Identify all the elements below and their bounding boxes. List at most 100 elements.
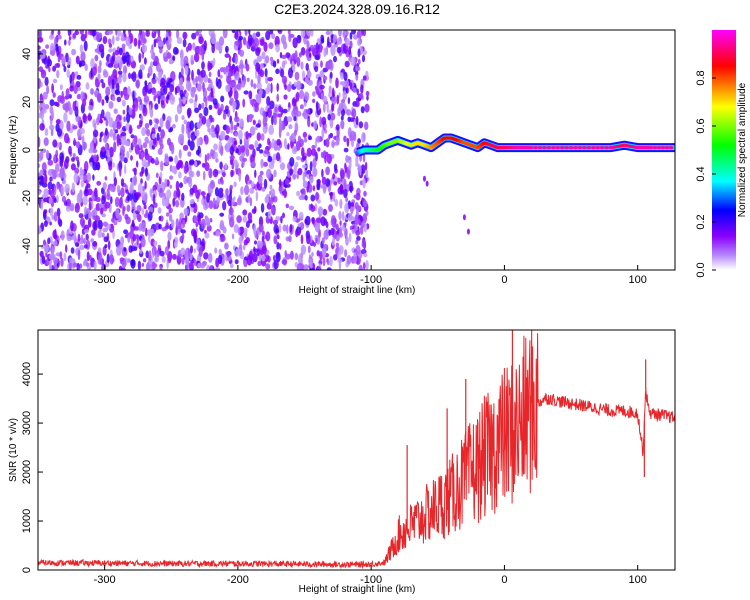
noise-speckle	[104, 142, 108, 152]
noise-speckle	[145, 30, 150, 37]
snr-y-ticks: 0 1000 2000 3000 4000	[21, 362, 43, 573]
noise-speckle	[132, 233, 137, 242]
noise-speckle	[115, 55, 122, 64]
noise-speckle	[179, 97, 182, 108]
noise-speckle	[133, 175, 137, 186]
noise-speckle	[316, 179, 321, 184]
noise-speckle	[105, 95, 109, 104]
noise-speckle	[63, 65, 67, 73]
noise-speckle	[204, 134, 209, 145]
noise-speckle	[257, 260, 262, 267]
signal-peak	[564, 146, 570, 150]
noise-speckle	[176, 162, 181, 170]
noise-speckle	[91, 229, 96, 236]
noise-speckle	[340, 72, 344, 80]
noise-speckle	[120, 132, 127, 137]
x-tick-label: -300	[94, 574, 116, 586]
noise-speckle	[256, 132, 261, 141]
noise-speckle	[282, 224, 287, 232]
noise-speckle	[77, 159, 80, 168]
noise-speckle	[148, 250, 152, 262]
noise-speckle	[193, 248, 196, 254]
noise-speckle	[222, 200, 227, 211]
noise-speckle	[309, 108, 313, 114]
noise-speckle	[61, 195, 67, 203]
noise-speckle	[73, 138, 76, 147]
noise-speckle	[148, 206, 154, 213]
signal-stray	[425, 180, 429, 187]
noise-speckle	[88, 104, 94, 111]
noise-speckle	[169, 126, 174, 132]
noise-speckle	[60, 257, 64, 267]
noise-speckle	[194, 129, 200, 137]
noise-speckle	[144, 80, 148, 86]
noise-speckle	[272, 255, 276, 261]
noise-speckle	[363, 213, 367, 222]
spectrogram-y-ticks: -40 -20 0 20 40	[21, 48, 43, 254]
noise-speckle	[142, 185, 146, 192]
noise-speckle	[353, 194, 358, 199]
noise-speckle	[265, 75, 269, 84]
noise-speckle	[358, 264, 363, 270]
noise-speckle	[126, 258, 131, 263]
noise-speckle	[138, 242, 142, 250]
noise-speckle	[197, 262, 201, 268]
noise-speckle	[74, 167, 80, 175]
noise-speckle	[273, 259, 279, 270]
noise-speckle	[82, 195, 88, 206]
y-tick-label: 3000	[21, 411, 33, 435]
noise-speckle	[194, 160, 198, 167]
noise-speckle	[57, 215, 61, 226]
signal-peak	[550, 146, 556, 150]
noise-speckle	[323, 76, 328, 81]
noise-speckle	[311, 47, 317, 57]
noise-speckle	[59, 84, 63, 91]
noise-speckle	[317, 206, 324, 216]
noise-speckle	[283, 188, 287, 199]
noise-speckle	[120, 135, 127, 146]
noise-speckle	[159, 250, 165, 257]
noise-speckle	[300, 30, 306, 38]
noise-speckle	[189, 187, 195, 195]
noise-speckle	[259, 240, 263, 249]
x-tick-label: -100	[360, 574, 382, 586]
noise-speckle	[168, 156, 173, 162]
noise-speckle	[99, 113, 103, 125]
noise-speckle	[134, 144, 140, 155]
noise-speckle	[286, 224, 289, 234]
noise-speckle	[281, 54, 287, 60]
noise-speckle	[155, 156, 159, 164]
noise-speckle	[66, 120, 71, 132]
noise-speckle	[182, 38, 187, 48]
noise-speckle	[167, 137, 171, 146]
noise-speckle	[40, 69, 47, 79]
noise-speckle	[250, 99, 253, 106]
noise-speckle	[64, 39, 67, 46]
noise-speckle	[191, 32, 197, 40]
noise-speckle	[295, 141, 301, 151]
noise-speckle	[84, 244, 88, 249]
noise-speckle	[84, 185, 88, 194]
noise-speckle	[207, 252, 213, 263]
noise-speckle	[312, 241, 317, 247]
noise-speckle	[285, 52, 291, 59]
noise-speckle	[284, 178, 290, 186]
noise-speckle	[219, 212, 225, 217]
noise-speckle	[332, 34, 338, 43]
noise-speckle	[236, 197, 242, 206]
noise-speckle	[38, 45, 41, 51]
noise-speckle	[224, 242, 229, 250]
noise-speckle	[345, 236, 349, 246]
noise-speckle	[141, 192, 144, 197]
y-tick-label: -40	[21, 238, 33, 254]
noise-speckle	[237, 227, 241, 236]
noise-speckle	[198, 246, 203, 257]
noise-speckle	[336, 94, 340, 105]
noise-speckle	[126, 204, 131, 212]
noise-speckle	[214, 151, 218, 159]
noise-speckle	[252, 32, 257, 40]
noise-speckle	[39, 250, 44, 258]
noise-speckle	[56, 182, 60, 190]
noise-speckle	[220, 95, 225, 103]
noise-speckle	[310, 205, 316, 212]
